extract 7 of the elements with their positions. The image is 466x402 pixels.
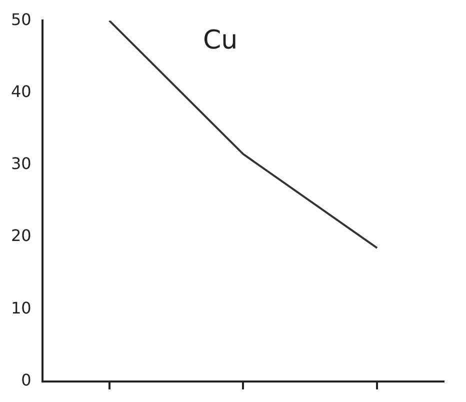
y-tick-label: 40: [11, 82, 32, 101]
y-tick-label: 50: [11, 10, 32, 29]
y-tick-label: 30: [11, 154, 32, 174]
annotation: Cu: [203, 25, 238, 56]
y-tick-label: 10: [11, 298, 32, 318]
y-tick-label: 0: [21, 370, 32, 390]
y-tick-label: 20: [11, 226, 32, 246]
